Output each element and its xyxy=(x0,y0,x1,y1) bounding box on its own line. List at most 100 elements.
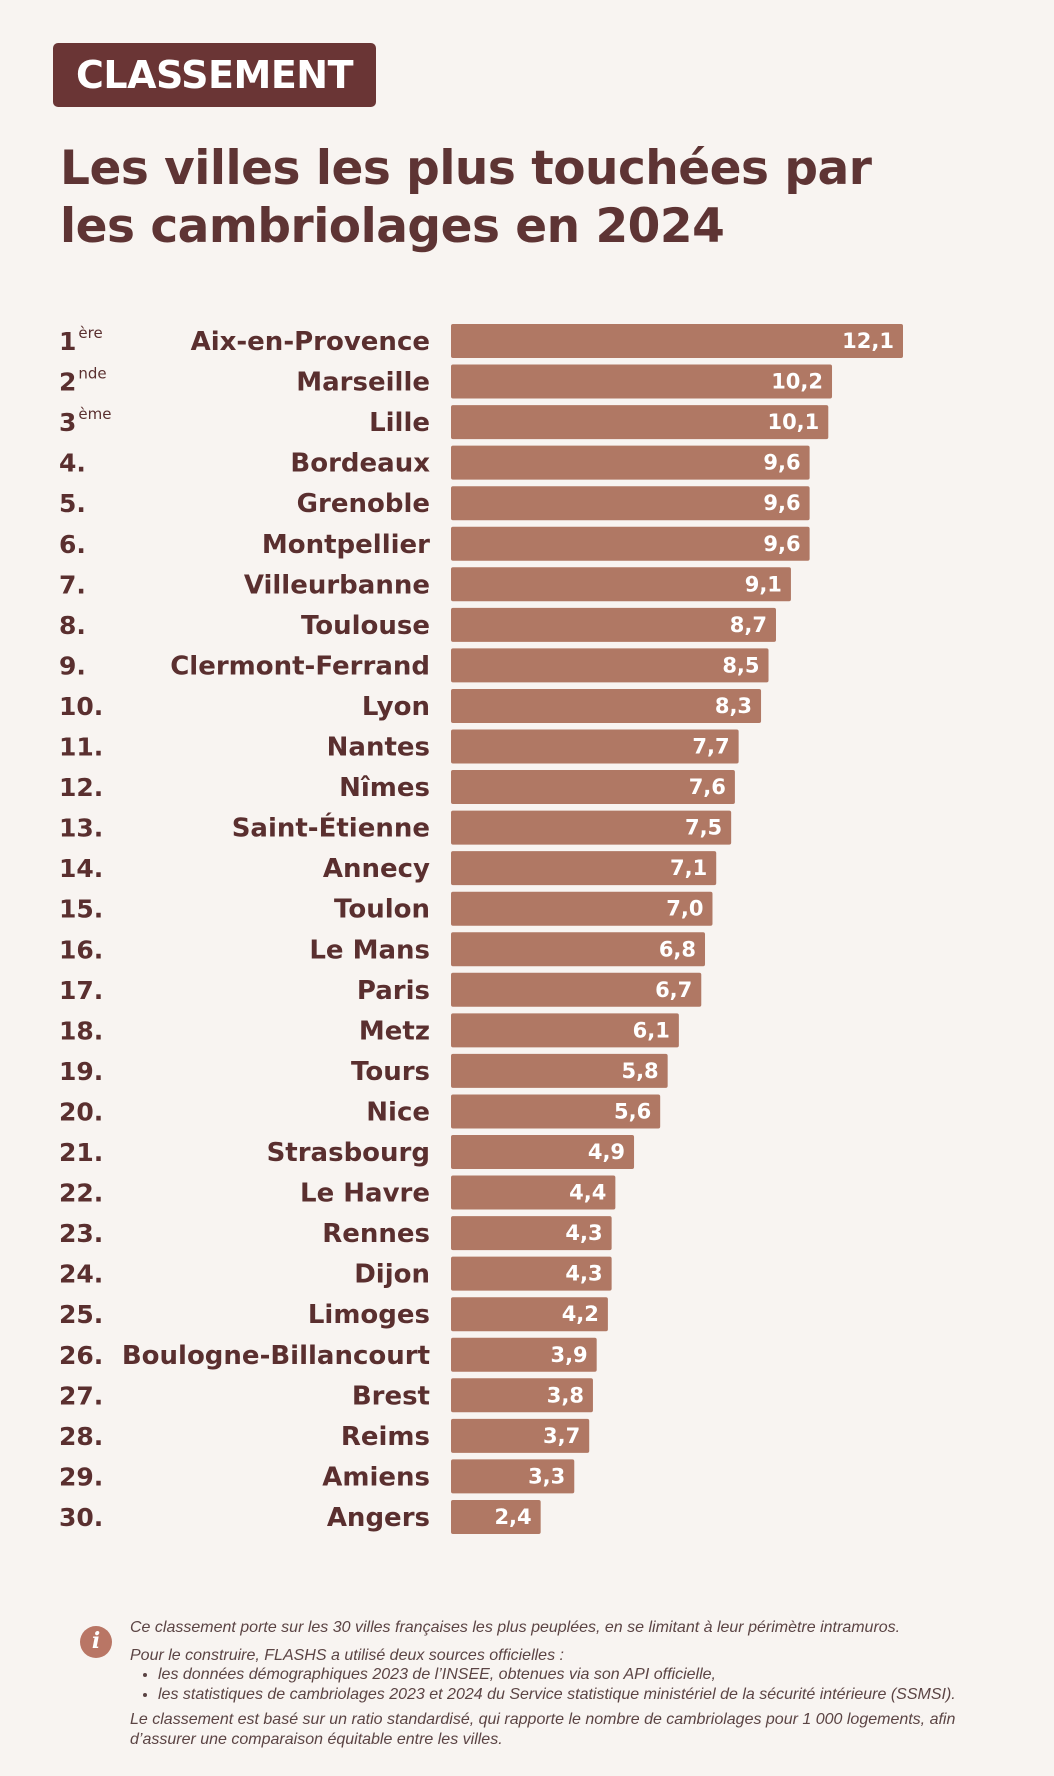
city-label: Toulon xyxy=(334,895,430,925)
value-label: 7,7 xyxy=(692,735,729,759)
bar xyxy=(451,1216,612,1251)
rank-label: 19. xyxy=(59,1057,103,1086)
ranking-bar-chart: 1 ère Aix-en-Provence 12,1 2 nde Marseille 10,2… xyxy=(59,324,903,1534)
value-label: 4,3 xyxy=(565,1221,602,1245)
value-label: 3,8 xyxy=(547,1383,584,1407)
bar xyxy=(451,1337,597,1372)
chart-row: 10. Lyon 8,3 xyxy=(59,688,762,723)
chart-row: 21. Strasbourg 4,9 xyxy=(59,1135,635,1169)
bar xyxy=(451,1459,575,1494)
chart-row: 11. Nantes 7,7 xyxy=(59,729,739,764)
city-label: Brest xyxy=(352,1381,430,1411)
chart-row: 3 ème Lille 10,1 xyxy=(59,405,829,440)
chart-row: 16. Le Mans 6,8 xyxy=(59,932,706,967)
rank-label: 9. xyxy=(59,651,86,680)
city-label: Marseille xyxy=(296,368,430,398)
rank-label: 2 nde xyxy=(59,365,107,397)
rank-label: 16. xyxy=(59,935,103,964)
bar xyxy=(451,972,702,1007)
bar xyxy=(451,648,769,683)
chart-row: 24. Dijon 4,3 xyxy=(59,1256,612,1291)
city-label: Saint-Étienne xyxy=(232,812,430,844)
city-label: Villeurbanne xyxy=(244,570,430,600)
chart-row: 1 ère Aix-en-Provence 12,1 xyxy=(59,324,903,358)
rank-label: 29. xyxy=(59,1462,103,1491)
bar xyxy=(451,1135,635,1169)
city-label: Nantes xyxy=(327,733,430,763)
bar xyxy=(451,364,833,399)
value-label: 3,9 xyxy=(550,1343,587,1367)
info-icon: i xyxy=(80,1626,112,1658)
chart-row: 2 nde Marseille 10,2 xyxy=(59,364,833,399)
rank-label: 11. xyxy=(59,733,103,762)
value-label: 12,1 xyxy=(842,329,894,353)
value-label: 10,1 xyxy=(767,410,819,434)
chart-row: 13. Saint-Étienne 7,5 xyxy=(59,810,732,845)
city-label: Lille xyxy=(369,408,430,438)
rank-label: 8. xyxy=(59,611,86,640)
rank-label: 22. xyxy=(59,1179,103,1208)
bar xyxy=(451,486,810,521)
rank-label: 23. xyxy=(59,1219,103,1248)
city-label: Strasbourg xyxy=(267,1138,430,1168)
chart-row: 17. Paris 6,7 xyxy=(59,972,702,1007)
chart-row: 12. Nîmes 7,6 xyxy=(59,770,735,805)
city-label: Paris xyxy=(357,976,430,1006)
city-label: Le Havre xyxy=(300,1179,430,1209)
chart-row: 9. Clermont-Ferrand 8,5 xyxy=(59,648,769,683)
value-label: 3,3 xyxy=(528,1464,565,1488)
bar xyxy=(451,1175,616,1210)
rank-label: 24. xyxy=(59,1260,103,1289)
value-label: 4,9 xyxy=(588,1140,625,1164)
chart-row: 30. Angers 2,4 xyxy=(59,1499,541,1534)
value-label: 5,8 xyxy=(621,1059,658,1083)
title-line-2: les cambriolages en 2024 xyxy=(60,199,725,254)
bar xyxy=(451,1053,668,1088)
value-label: 5,6 xyxy=(614,1099,651,1123)
rank-label: 20. xyxy=(59,1097,103,1126)
chart-row: 20. Nice 5,6 xyxy=(59,1094,661,1129)
chart-row: 15. Toulon 7,0 xyxy=(59,891,713,926)
chart-row: 26. Boulogne-Billancourt 3,9 xyxy=(59,1337,597,1372)
bar xyxy=(451,324,903,358)
value-label: 7,6 xyxy=(689,775,726,799)
bar xyxy=(451,1297,608,1332)
chart-row: 23. Rennes 4,3 xyxy=(59,1216,612,1251)
bar xyxy=(451,770,735,805)
chart-row: 19. Tours 5,8 xyxy=(59,1053,668,1088)
rank-label: 13. xyxy=(59,814,103,843)
value-label: 6,8 xyxy=(659,937,696,961)
chart-row: 27. Brest 3,8 xyxy=(59,1378,593,1413)
rank-label: 18. xyxy=(59,1016,103,1045)
footnote-scope: Ce classement porte sur les 30 villes fr… xyxy=(130,1619,901,1636)
city-label: Dijon xyxy=(354,1260,430,1290)
title-line-1: Les villes les plus touchées par xyxy=(60,141,872,196)
rank-label: 15. xyxy=(59,895,103,924)
city-label: Grenoble xyxy=(297,489,430,519)
value-label: 2,4 xyxy=(494,1505,531,1529)
chart-rows: 1 ère Aix-en-Provence 12,1 2 nde Marseille 10,2… xyxy=(59,324,903,1534)
chart-row: 28. Reims 3,7 xyxy=(59,1418,590,1453)
city-label: Amiens xyxy=(322,1462,430,1492)
page-title: Les villes les plus touchées par les cam… xyxy=(60,140,960,256)
chart-row: 6. Montpellier 9,6 xyxy=(59,526,810,561)
rank-label: 17. xyxy=(59,976,103,1005)
bar xyxy=(451,810,732,845)
value-label: 9,6 xyxy=(763,451,800,475)
city-label: Clermont-Ferrand xyxy=(170,651,430,681)
rank-label: 26. xyxy=(59,1341,103,1370)
value-label: 10,2 xyxy=(771,370,823,394)
bar xyxy=(451,688,762,723)
city-label: Annecy xyxy=(323,854,430,884)
rank-label: 27. xyxy=(59,1381,103,1410)
rank-label: 6. xyxy=(59,530,86,559)
city-label: Nîmes xyxy=(339,773,430,803)
value-label: 9,6 xyxy=(763,491,800,515)
city-label: Le Mans xyxy=(309,935,430,965)
footnote-method: Le classement est basé sur un ratio stan… xyxy=(130,1711,956,1748)
chart-row: 8. Toulouse 8,7 xyxy=(59,607,776,642)
rank-label: 4. xyxy=(59,449,86,478)
value-label: 4,2 xyxy=(562,1302,599,1326)
city-label: Angers xyxy=(327,1503,430,1533)
footnote-source-item: les données démographiques 2023 de l’INS… xyxy=(158,1665,1010,1685)
